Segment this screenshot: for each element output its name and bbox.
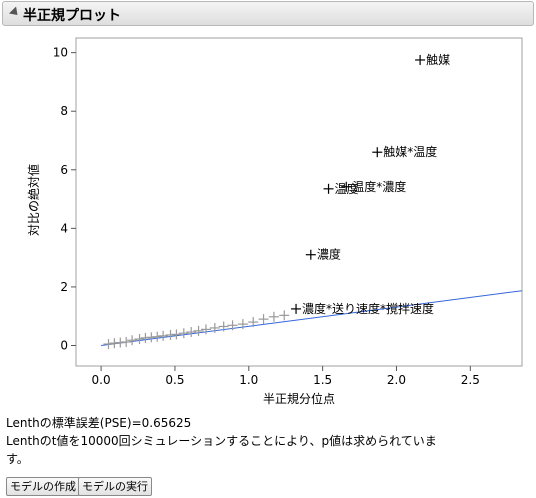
x-tick-label: 2.0 (387, 373, 406, 387)
run-model-button[interactable]: モデルの実行 (78, 477, 152, 496)
x-axis: 0.0 0.5 1.0 1.5 2.0 2.5 (92, 366, 480, 387)
x-tick-label: 1.0 (239, 373, 258, 387)
y-tick-label: 6 (60, 163, 68, 177)
x-tick-label: 2.5 (461, 373, 480, 387)
data-point (237, 319, 248, 330)
y-axis-label: 対比の絶対値 (26, 164, 41, 236)
point-label: 濃度*送り速度*撹拌速度 (302, 301, 434, 316)
y-tick-label: 4 (60, 221, 68, 235)
reference-line (101, 290, 523, 346)
report-header[interactable]: 半正規プロット (2, 1, 534, 26)
data-point (258, 314, 269, 325)
data-point-labeled (323, 183, 334, 194)
x-tick-label: 1.5 (313, 373, 332, 387)
data-point (218, 321, 229, 332)
data-point (209, 322, 220, 333)
data-point-labeled (305, 249, 316, 260)
pvalue-note-text-cont: す。 (6, 452, 29, 466)
data-point (127, 335, 138, 346)
data-point (134, 334, 145, 345)
data-point (248, 317, 259, 328)
data-point (186, 327, 197, 338)
y-tick-label: 10 (53, 46, 68, 60)
data-point (152, 331, 163, 342)
point-label: 温度*濃度 (352, 179, 406, 194)
x-tick-label: 0.5 (165, 373, 184, 387)
data-point (158, 330, 169, 341)
data-point-labeled (415, 54, 426, 65)
plot-frame (75, 37, 523, 367)
x-tick-label: 0.0 (92, 373, 111, 387)
y-tick-label: 8 (60, 104, 68, 118)
pse-text: Lenthの標準誤差(PSE)=0.65625 (6, 416, 192, 430)
data-point (178, 328, 189, 339)
y-axis: 0 2 4 6 8 10 (53, 46, 76, 353)
data-point-labeled (291, 303, 302, 314)
data-point (103, 339, 114, 350)
y-tick-label: 2 (60, 280, 68, 294)
point-label: 触媒*温度 (383, 144, 437, 159)
data-point (268, 311, 279, 322)
x-axis-label: 半正規分位点 (263, 391, 335, 406)
point-label: 触媒 (426, 53, 450, 67)
make-model-button[interactable]: モデルの作成 (6, 477, 80, 496)
data-point (200, 324, 211, 335)
report-title: 半正規プロット (23, 8, 121, 24)
pvalue-note-text: Lenthのt値を10000回シミュレーションすることにより、p値は求められてい… (6, 434, 437, 448)
point-label: 濃度 (317, 247, 341, 262)
data-point (227, 320, 238, 331)
y-tick-label: 0 (60, 339, 68, 353)
data-point (193, 325, 204, 336)
data-point (279, 310, 290, 321)
data-point (121, 336, 132, 347)
data-point-labeled (372, 147, 383, 158)
data-point (171, 329, 182, 340)
data-point-labeled (341, 181, 352, 192)
